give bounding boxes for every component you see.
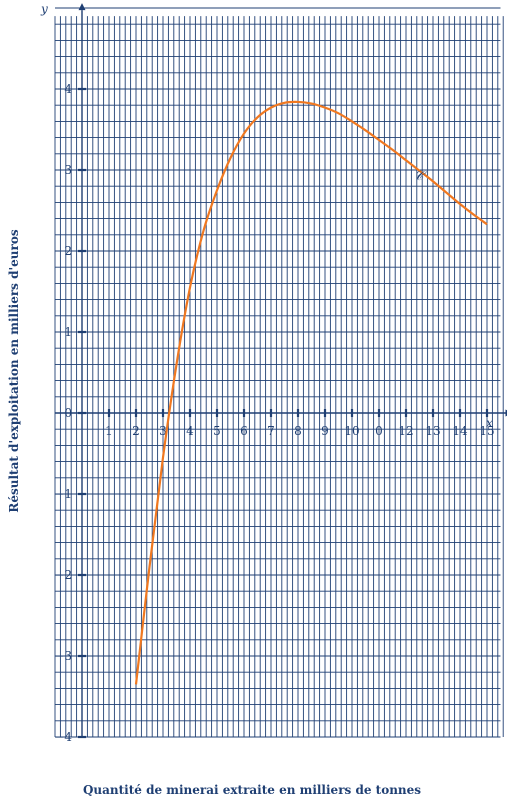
curve-label: 𝒞 (414, 169, 427, 184)
x-tick-label: 2 (132, 424, 140, 438)
x-tick-label: 9 (321, 424, 329, 438)
x-tick-label: 14 (452, 424, 468, 438)
x-tick-label: 1 (105, 424, 113, 438)
series-curve (134, 100, 488, 685)
x-tick-label: 15 (479, 424, 494, 438)
y-tick-label: −1 (54, 487, 72, 501)
x-tick-label: 3 (159, 424, 167, 438)
x-tick-label: 0 (375, 424, 383, 438)
series (134, 100, 488, 685)
x-tick-label: 6 (240, 424, 248, 438)
y-tick-label: 1 (64, 325, 72, 339)
x-axis-name: x (486, 416, 493, 430)
x-tick-label: 5 (213, 424, 221, 438)
y-tick-label: 3 (64, 163, 72, 177)
y-tick-label: −3 (54, 649, 72, 663)
y-axis-name: y (40, 2, 48, 16)
x-tick-label: 10 (344, 424, 359, 438)
y-tick-label: 0 (64, 406, 72, 420)
x-tick-label: 8 (294, 424, 302, 438)
y-tick-label: −2 (54, 568, 72, 582)
x-tick-label: 12 (398, 424, 413, 438)
axes: x y (40, 2, 507, 737)
y-axis-arrow (78, 3, 86, 11)
y-tick-label: 2 (64, 244, 72, 258)
grid (54, 7, 504, 738)
y-ticks: −4 −3 −2 −1 0 1 2 3 4 (54, 82, 86, 744)
x-tick-label: 4 (186, 424, 194, 438)
x-axis-title: Quantité de minerai extraite en milliers… (83, 783, 421, 797)
x-tick-label: 13 (425, 424, 440, 438)
x-tick-label: 7 (267, 424, 275, 438)
x-ticks: 1 2 3 4 5 6 7 8 9 10 0 12 13 14 15 (105, 409, 495, 438)
y-axis-title: Résultat d'exploitation en milliers d'eu… (7, 229, 21, 512)
y-tick-label: −4 (54, 730, 72, 744)
y-tick-label: 4 (64, 82, 72, 96)
